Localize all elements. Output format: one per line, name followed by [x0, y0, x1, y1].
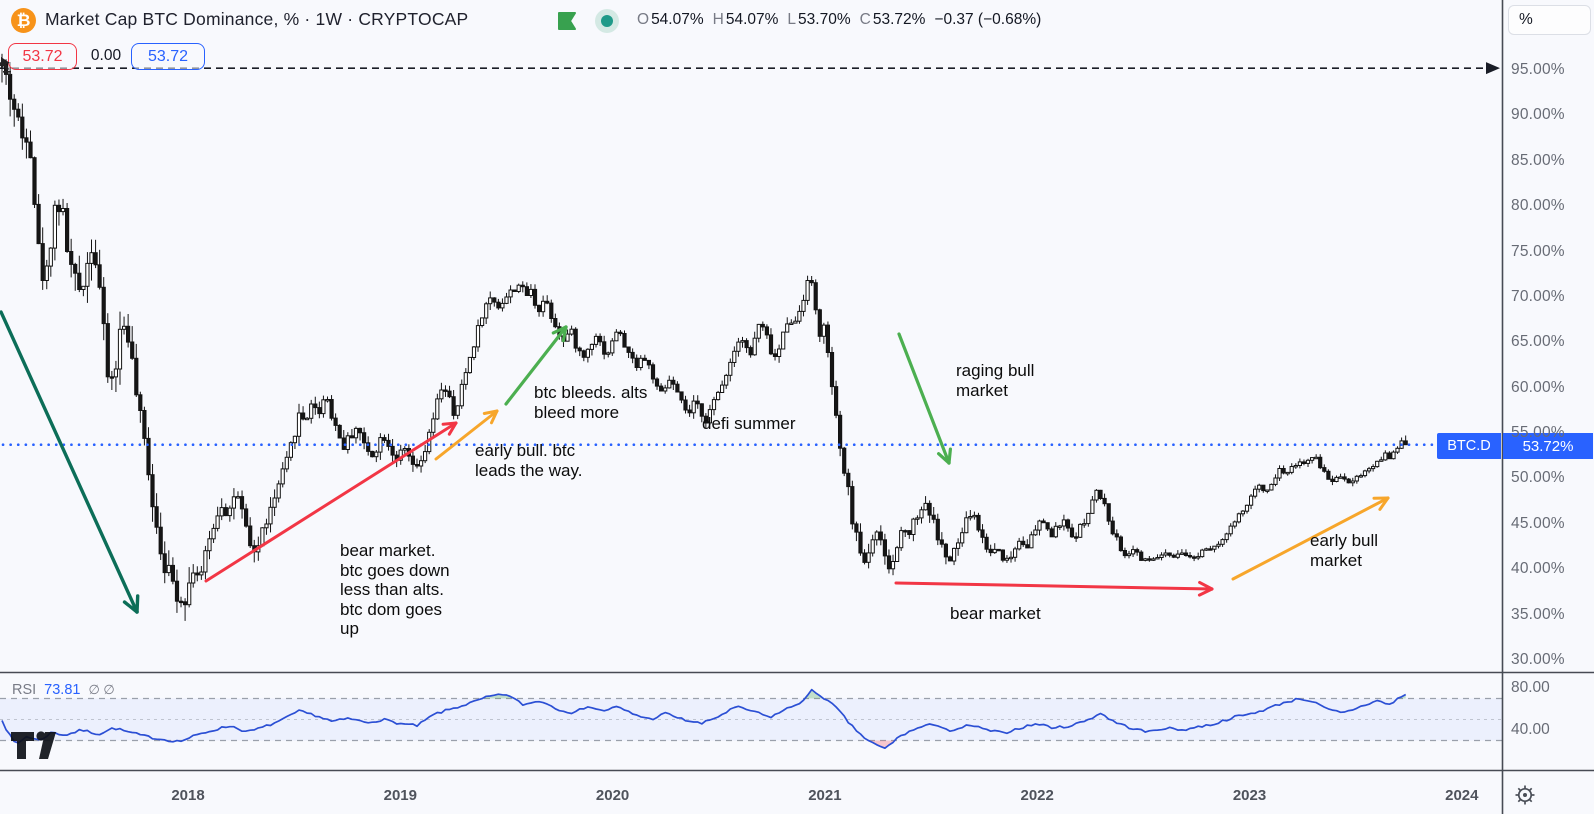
price-axis-tick: 50.00%: [1511, 469, 1565, 487]
price-axis-tick: 75.00%: [1511, 242, 1565, 260]
price-axis-tick: 90.00%: [1511, 106, 1565, 124]
percent-scale-button[interactable]: %: [1508, 5, 1591, 35]
price-label-red[interactable]: 53.72: [8, 43, 77, 70]
time-axis-year: 2024: [1445, 787, 1479, 804]
live-dot: [595, 9, 619, 33]
annotation-text[interactable]: raging bull market: [956, 361, 1035, 400]
open-value: 54.07%: [651, 11, 704, 28]
price-axis-tick: 85.00%: [1511, 151, 1565, 169]
btcd-series-badge: BTC.D: [1437, 433, 1501, 459]
ohlc-readout: O 54.07% H 54.07% L 53.70% C 53.72% −0.37 (−…: [637, 11, 1041, 29]
high-label: H: [712, 11, 724, 28]
gear-icon[interactable]: [1514, 784, 1536, 806]
rsi-axis-tick: 40.00: [1511, 721, 1550, 738]
rsi-empty-inputs: ∅ ∅: [88, 682, 115, 697]
price-axis-tick: 35.00%: [1511, 605, 1565, 623]
time-scale[interactable]: [0, 771, 1502, 814]
annotation-text[interactable]: btc bleeds. alts bleed more: [534, 383, 648, 422]
flag-icon[interactable]: [557, 11, 577, 31]
btcd-price-badge: 53.72%: [1503, 433, 1593, 459]
price-axis-tick: 45.00%: [1511, 514, 1565, 532]
time-axis-year: 2018: [171, 787, 205, 804]
symbol-header: ₿ Market Cap BTC Dominance, % · 1W · CRY…: [0, 0, 1500, 40]
price-axis-tick: 65.00%: [1511, 333, 1565, 351]
annotation-text[interactable]: defi summer: [702, 414, 796, 433]
pointer-cursor-icon: [1, 57, 11, 75]
rsi-value: 73.81: [44, 682, 81, 698]
rsi-label: RSI: [12, 682, 37, 698]
rsi-pane[interactable]: [0, 688, 1502, 750]
annotation-text[interactable]: early bull. btc leads the way.: [475, 441, 583, 480]
low-value: 53.70%: [798, 11, 851, 28]
change-value: −0.37 (−0.68%): [934, 11, 1042, 28]
annotation-text[interactable]: bear market: [950, 604, 1041, 623]
symbol-title[interactable]: Market Cap BTC Dominance, % · 1W · CRYPT…: [45, 9, 469, 29]
candlestick-series[interactable]: [0, 53, 1408, 621]
price-change-zero: 0.00: [90, 47, 122, 64]
close-value: 53.72%: [872, 11, 926, 28]
alert-level-arrowhead: [1486, 62, 1500, 75]
annotation-text[interactable]: bear market. btc goes down less than alts.…: [340, 541, 450, 639]
price-label-blue[interactable]: 53.72: [131, 43, 205, 70]
time-axis-year: 2020: [595, 787, 630, 804]
time-axis-year: 2021: [808, 787, 842, 804]
rsi-line: [1, 688, 1407, 750]
price-axis-tick: 60.00%: [1511, 378, 1565, 396]
price-axis-tick: 55.00%: [1511, 424, 1565, 442]
close-label: C: [859, 11, 871, 28]
annotation-text[interactable]: early bull market: [1310, 531, 1379, 570]
price-axis-tick: 80.00%: [1511, 197, 1565, 215]
rsi-header[interactable]: RSI 73.81 ∅ ∅: [12, 682, 115, 698]
drawing-arrows[interactable]: [0, 310, 1390, 614]
time-axis-year: 2022: [1020, 787, 1054, 804]
time-axis-year: 2019: [383, 787, 417, 804]
time-axis-year: 2023: [1232, 787, 1267, 804]
bitcoin-icon: ₿: [11, 8, 36, 33]
low-label: L: [787, 11, 797, 28]
price-axis-tick: 40.00%: [1511, 560, 1565, 578]
rsi-axis-tick: 80.00: [1511, 679, 1550, 696]
price-axis-tick: 70.00%: [1511, 287, 1565, 305]
high-value: 54.07%: [725, 11, 779, 28]
price-axis-tick: 30.00%: [1511, 650, 1565, 668]
tradingview-logo[interactable]: [10, 726, 60, 764]
price-axis-tick: 95.00%: [1511, 61, 1565, 78]
open-label: O: [637, 11, 650, 28]
